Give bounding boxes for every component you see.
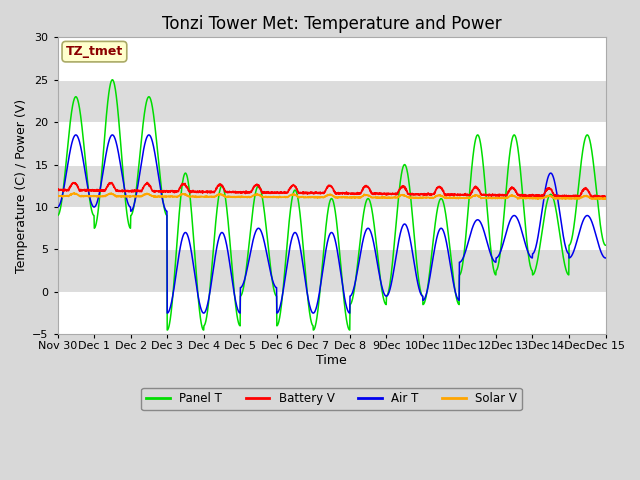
Solar V xyxy=(534,196,541,202)
Panel T xyxy=(109,77,116,83)
Solar V xyxy=(54,193,61,199)
Legend: Panel T, Battery V, Air T, Solar V: Panel T, Battery V, Air T, Solar V xyxy=(141,388,522,410)
Line: Panel T: Panel T xyxy=(58,80,605,330)
Bar xyxy=(58,165,605,207)
Solar V xyxy=(602,196,609,202)
Battery V xyxy=(143,180,151,185)
Line: Battery V: Battery V xyxy=(58,182,605,197)
Air T xyxy=(109,132,116,138)
X-axis label: Time: Time xyxy=(316,354,347,367)
Bar xyxy=(58,80,605,122)
Panel T xyxy=(602,242,609,248)
Solar V xyxy=(82,193,90,199)
Panel T xyxy=(321,238,328,243)
Bar xyxy=(58,292,605,334)
Battery V xyxy=(586,190,593,196)
Battery V xyxy=(586,191,594,197)
Air T xyxy=(486,248,493,253)
Air T xyxy=(82,171,90,177)
Air T xyxy=(602,255,609,261)
Bar xyxy=(58,37,605,80)
Solar V xyxy=(586,195,594,201)
Bar xyxy=(58,250,605,292)
Bar xyxy=(58,122,605,165)
Air T xyxy=(586,215,594,221)
Panel T xyxy=(586,138,594,144)
Air T xyxy=(321,255,328,261)
Solar V xyxy=(321,194,328,200)
Panel T xyxy=(486,234,493,240)
Title: Tonzi Tower Met: Temperature and Power: Tonzi Tower Met: Temperature and Power xyxy=(162,15,501,33)
Air T xyxy=(200,310,207,316)
Battery V xyxy=(321,190,328,195)
Air T xyxy=(586,215,594,220)
Solar V xyxy=(70,190,78,196)
Battery V xyxy=(306,191,314,196)
Panel T xyxy=(200,327,207,333)
Panel T xyxy=(586,139,594,144)
Air T xyxy=(306,304,314,310)
Battery V xyxy=(82,188,90,194)
Panel T xyxy=(54,213,61,218)
Battery V xyxy=(486,192,493,198)
Air T xyxy=(54,204,61,210)
Solar V xyxy=(306,194,314,200)
Bar xyxy=(58,207,605,250)
Text: TZ_tmet: TZ_tmet xyxy=(66,45,123,58)
Panel T xyxy=(82,159,90,165)
Line: Air T: Air T xyxy=(58,135,605,313)
Solar V xyxy=(486,195,493,201)
Panel T xyxy=(306,312,314,318)
Solar V xyxy=(586,195,594,201)
Battery V xyxy=(54,186,61,192)
Battery V xyxy=(589,194,596,200)
Y-axis label: Temperature (C) / Power (V): Temperature (C) / Power (V) xyxy=(15,99,28,273)
Battery V xyxy=(602,194,609,200)
Line: Solar V: Solar V xyxy=(58,193,605,199)
